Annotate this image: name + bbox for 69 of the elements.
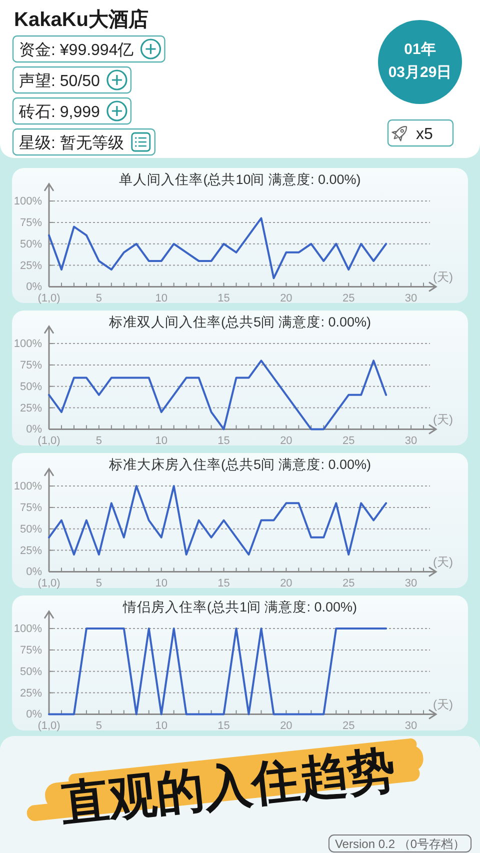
chart-title: 标准大床房入住率(总共5间 满意度: 0.00%): [108, 457, 372, 472]
y-tick-label: 75%: [20, 216, 42, 229]
y-tick-label: 50%: [20, 380, 42, 393]
x-axis-title: (天): [433, 412, 453, 426]
x-tick-label: 30: [404, 292, 418, 305]
text: 直观的入住趋势: [57, 744, 398, 832]
x-tick-label: 10: [155, 578, 168, 590]
x-tick-label: (1,0): [38, 720, 60, 732]
text: KakaKu大酒店: [14, 8, 148, 31]
x-tick-label: 15: [218, 435, 230, 448]
text: 01年: [404, 41, 436, 58]
x-tick-label: 15: [218, 720, 230, 732]
line-series: [48, 485, 388, 556]
x-tick-label: 5: [96, 292, 102, 305]
y-tick-label: 50%: [20, 238, 42, 250]
text: 资金: ¥99.994亿: [19, 41, 134, 59]
y-tick-label: 75%: [20, 644, 42, 656]
x-tick-label: 25: [342, 720, 355, 732]
y-tick-label: 25%: [20, 687, 42, 700]
x-tick-label: 25: [342, 578, 355, 590]
chart-title: 标准双人间入住率(总共5间 满意度: 0.00%): [108, 314, 372, 330]
y-tick-label: 100%: [14, 623, 42, 636]
x-tick-label: 5: [96, 720, 102, 732]
text: Version 0.2 （0号存档）: [334, 837, 466, 851]
x-tick-label: 25: [342, 292, 355, 305]
text: x5: [416, 126, 433, 143]
x-tick-label: 10: [155, 435, 168, 448]
x-tick-label: 20: [280, 578, 292, 590]
x-tick-label: 20: [280, 720, 292, 732]
y-tick-label: 100%: [14, 196, 42, 208]
text: 03月29日: [388, 64, 452, 81]
text: 砖石: 9,999: [18, 103, 100, 121]
x-tick-label: 10: [155, 292, 168, 305]
x-tick-label: 20: [280, 435, 292, 448]
y-tick-label: 100%: [14, 338, 42, 350]
x-tick-label: (1,0): [38, 435, 60, 448]
y-tick-label: 75%: [20, 502, 42, 514]
x-tick-label: (1,0): [38, 578, 60, 590]
x-tick-label: 15: [218, 578, 230, 590]
chart-title: 情侣房入住率(总共1间 满意度: 0.00%): [122, 600, 358, 614]
y-tick-label: 0%: [26, 566, 42, 578]
y-tick-label: 0%: [26, 281, 42, 294]
x-tick-label: 30: [404, 578, 418, 590]
x-tick-label: 30: [404, 720, 418, 732]
text: 声望: 50/50: [19, 72, 100, 90]
x-axis-title: (天): [433, 270, 453, 284]
y-tick-label: 50%: [20, 523, 42, 536]
x-tick-label: 5: [96, 435, 102, 448]
y-tick-label: 25%: [20, 544, 42, 557]
y-tick-label: 25%: [20, 260, 42, 272]
text: 星级: 暂无等级: [19, 134, 124, 152]
y-tick-label: 0%: [26, 424, 42, 436]
x-tick-label: 5: [96, 578, 102, 590]
y-tick-label: 100%: [14, 480, 42, 493]
y-tick-label: 50%: [20, 666, 42, 678]
y-tick-label: 0%: [26, 708, 42, 721]
chart-title: 单人间入住率(总共10间 满意度: 0.00%): [119, 172, 361, 187]
x-axis-title: (天): [433, 554, 453, 569]
x-tick-label: 15: [218, 292, 230, 305]
line-series: [48, 360, 388, 430]
x-tick-label: 25: [342, 435, 355, 448]
x-tick-label: 30: [404, 435, 418, 448]
x-axis-title: (天): [433, 697, 453, 712]
x-tick-label: 20: [280, 292, 292, 305]
y-tick-label: 25%: [20, 402, 42, 414]
x-tick-label: 10: [155, 720, 168, 732]
line-series: [48, 217, 388, 280]
y-tick-label: 75%: [20, 359, 42, 372]
x-tick-label: (1,0): [38, 292, 60, 305]
